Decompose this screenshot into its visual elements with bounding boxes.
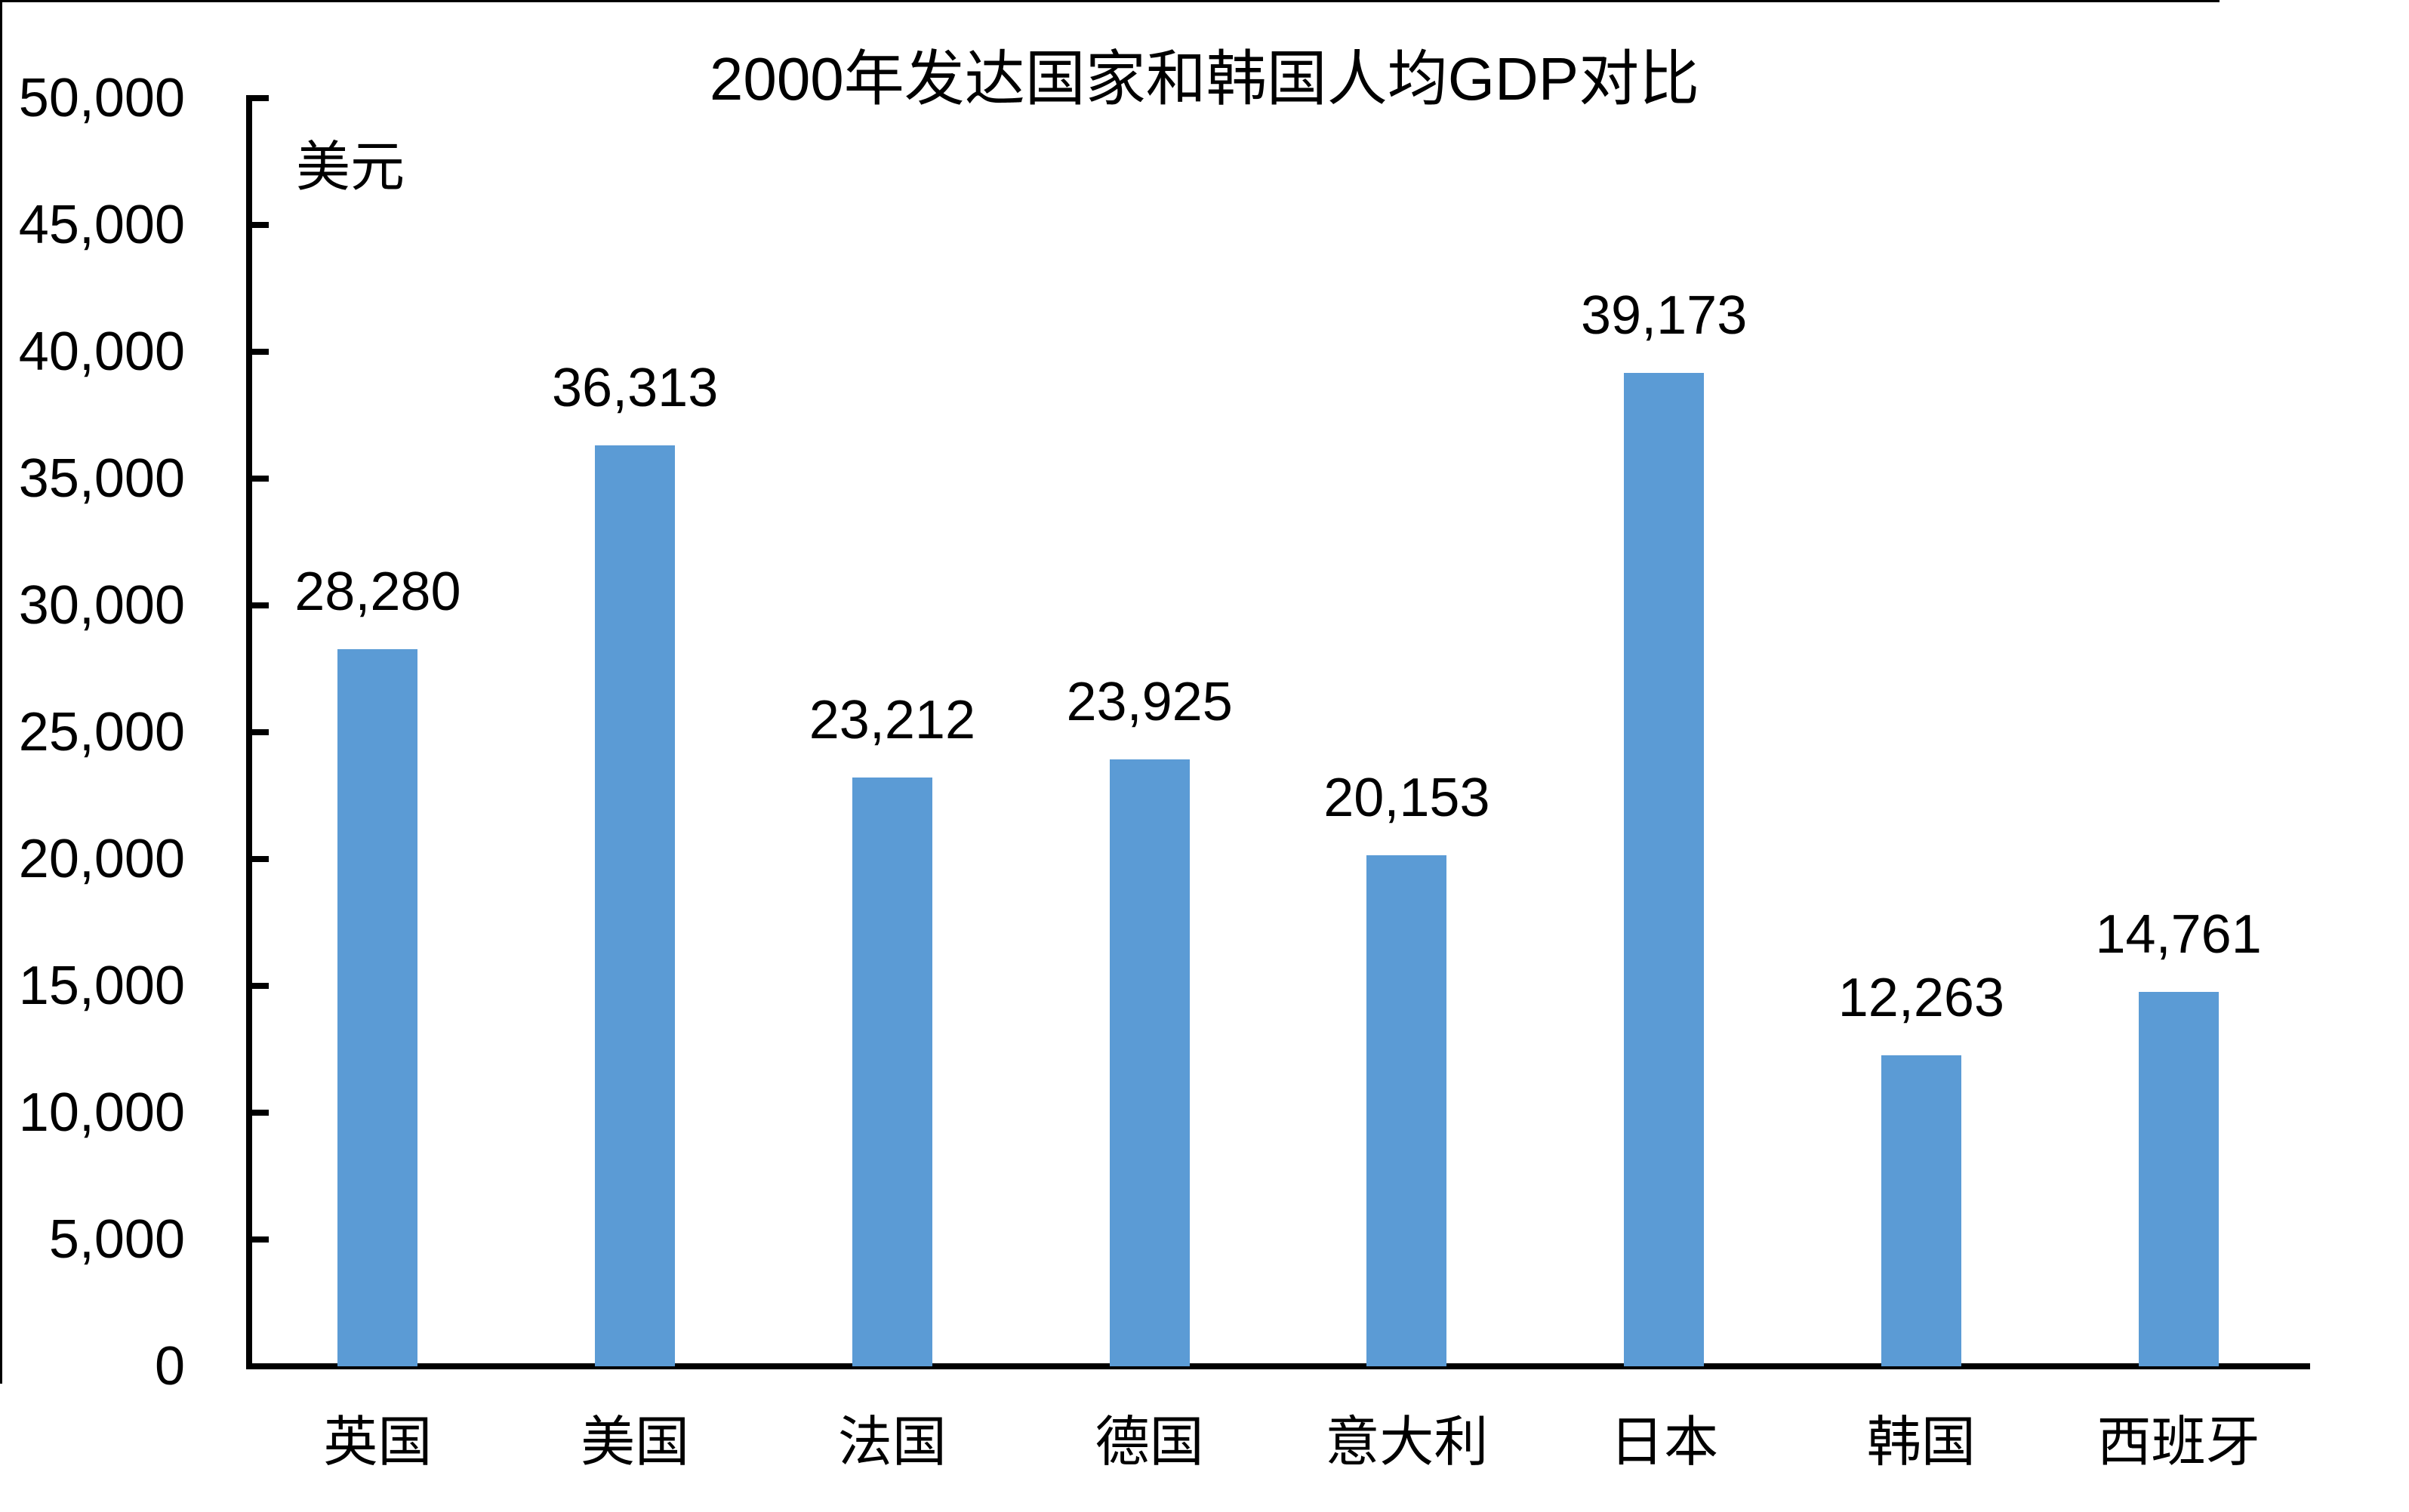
- y-tick-mark: [249, 983, 269, 989]
- category-label: 西班牙: [2096, 1412, 2260, 1473]
- bar-value-label: 23,925: [1066, 672, 1233, 733]
- category-label: 韩国: [1866, 1412, 1976, 1473]
- y-tick-label: 35,000: [18, 448, 185, 509]
- bar: [1624, 372, 1705, 1366]
- bar-value-label: 39,173: [1581, 285, 1748, 346]
- category-label: 德国: [1095, 1412, 1204, 1473]
- bar-value-label: 12,263: [1838, 967, 2004, 1028]
- category-label: 意大利: [1325, 1412, 1489, 1473]
- y-tick-mark: [249, 856, 269, 862]
- bar: [1366, 855, 1447, 1366]
- y-tick-mark: [249, 349, 269, 355]
- y-tick-label: 25,000: [18, 702, 185, 762]
- category-label: 英国: [323, 1412, 433, 1473]
- y-tick-label: 20,000: [18, 829, 185, 889]
- y-tick-mark: [249, 1110, 269, 1116]
- bar-value-label: 20,153: [1323, 767, 1490, 828]
- left-border-line: [0, 0, 2, 1384]
- category-label: 法国: [837, 1412, 947, 1473]
- y-tick-label: 30,000: [18, 575, 185, 636]
- y-tick-label: 15,000: [18, 956, 185, 1016]
- bar: [1109, 759, 1190, 1366]
- y-tick-label: 45,000: [18, 195, 185, 255]
- bar: [2138, 992, 2219, 1366]
- y-tick-label: 40,000: [18, 322, 185, 382]
- y-tick-mark: [249, 1236, 269, 1243]
- y-tick-label: 0: [154, 1336, 185, 1397]
- bar: [595, 445, 676, 1366]
- bar: [852, 778, 932, 1366]
- y-tick-mark: [249, 476, 269, 482]
- bar-value-label: 14,761: [2095, 904, 2262, 965]
- bar-value-label: 36,313: [552, 357, 719, 418]
- y-tick-label: 5,000: [48, 1209, 185, 1270]
- bar: [1881, 1055, 1961, 1366]
- bar-value-label: 28,280: [294, 561, 461, 622]
- category-label: 日本: [1610, 1412, 1719, 1473]
- y-tick-mark: [249, 729, 269, 735]
- y-tick-label: 10,000: [18, 1082, 185, 1143]
- chart-title: 2000年发达国家和韩国人均GDP对比: [709, 45, 1700, 112]
- y-tick-mark: [249, 95, 269, 101]
- x-axis-line: [246, 1363, 2310, 1369]
- y-tick-mark: [249, 602, 269, 608]
- category-label: 美国: [581, 1412, 690, 1473]
- y-tick-mark: [249, 222, 269, 228]
- bar-value-label: 23,212: [809, 690, 975, 751]
- y-axis-unit-label: 美元: [296, 137, 405, 198]
- y-tick-label: 50,000: [18, 68, 185, 128]
- bar: [337, 648, 418, 1366]
- top-border-line: [0, 0, 2220, 2]
